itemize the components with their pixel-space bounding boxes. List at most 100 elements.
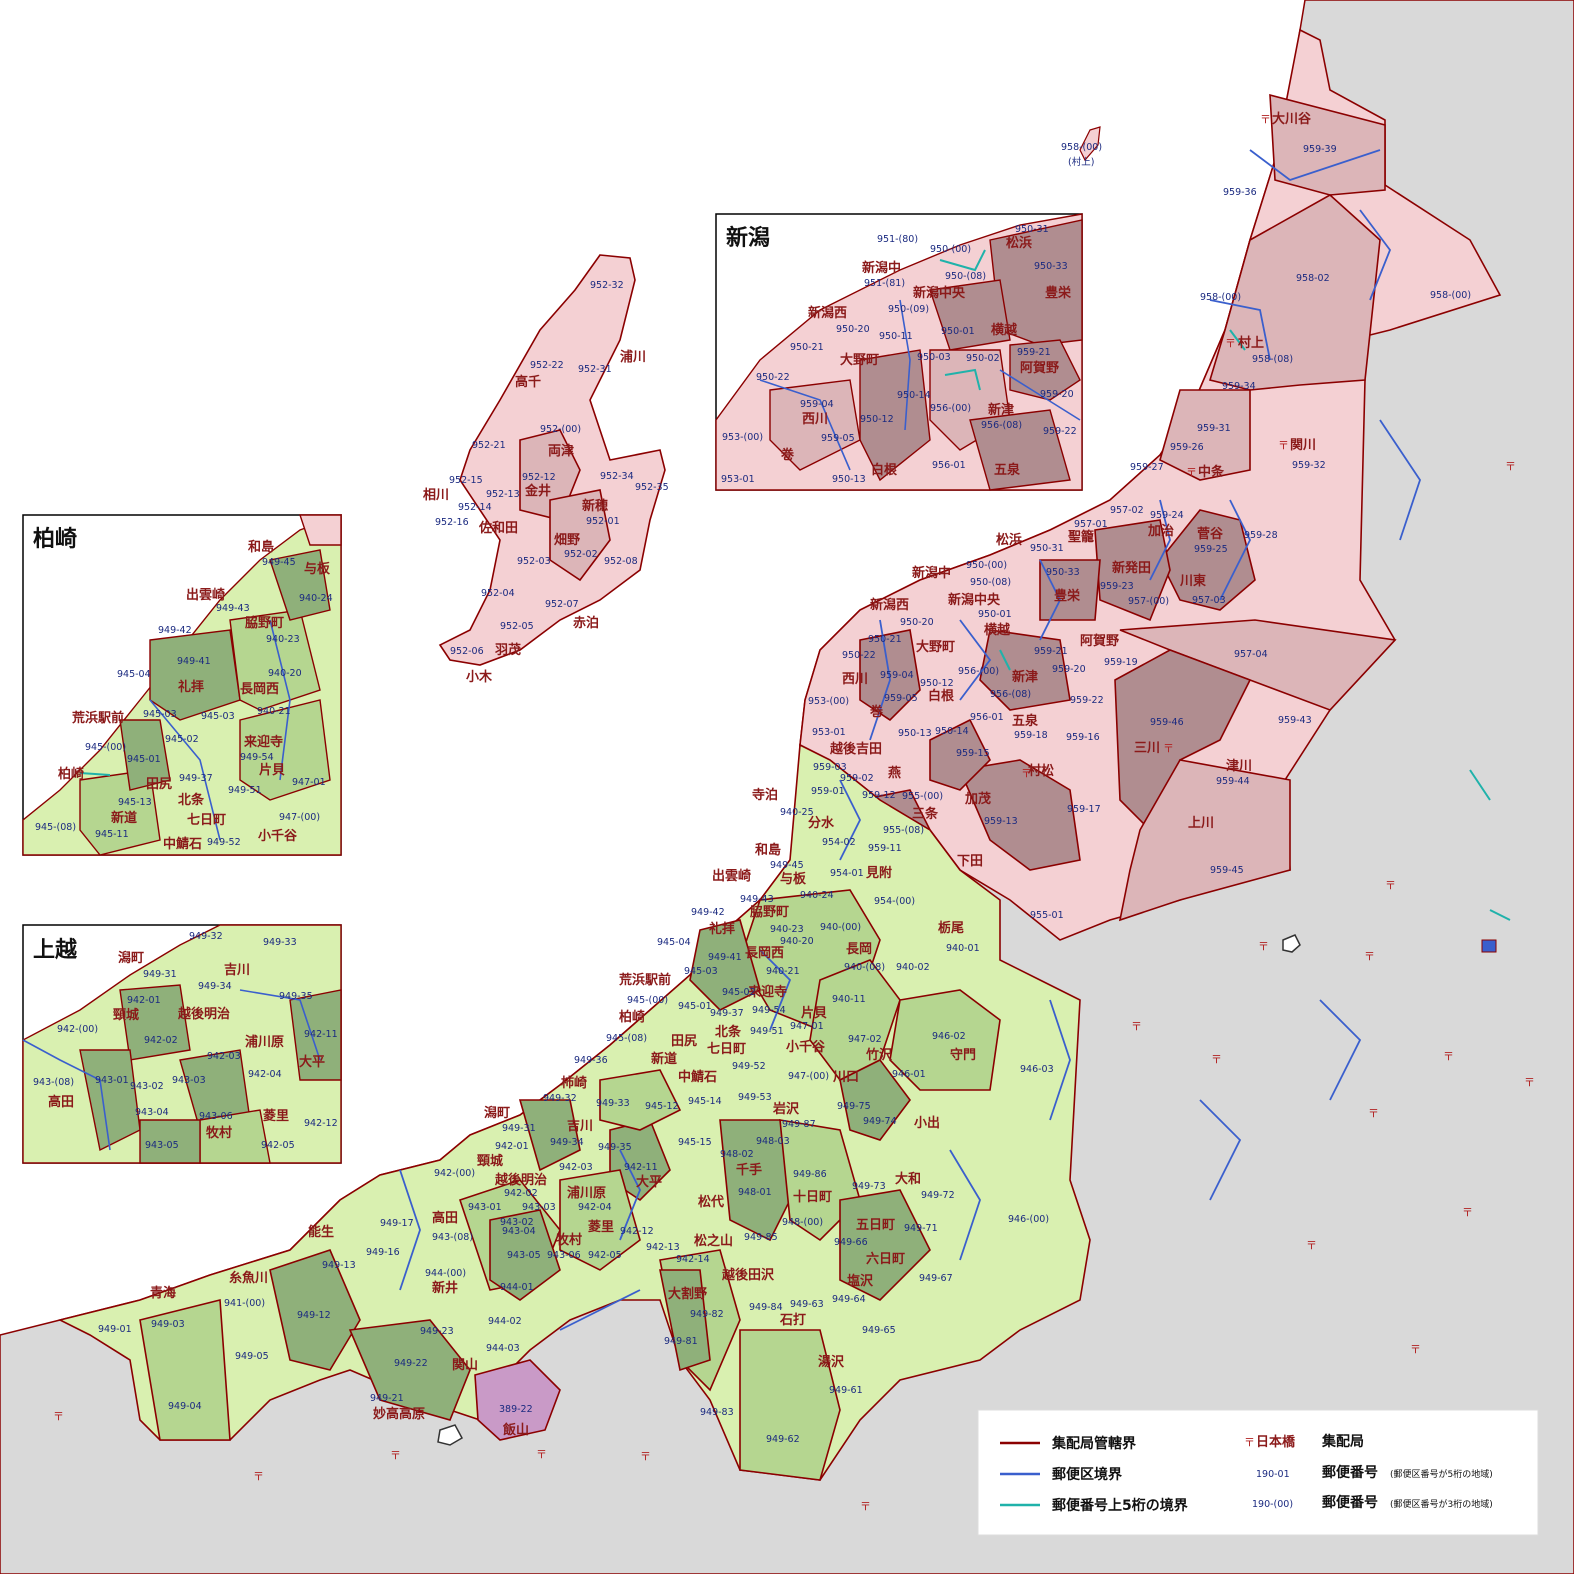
office-label: 中鯖石 — [678, 1069, 717, 1085]
office-label: 浦川原 — [567, 1185, 606, 1201]
office-label: 新穂 — [582, 498, 608, 514]
postal-code-label: 949-17 — [380, 1218, 414, 1229]
postal-code-label: 942-04 — [578, 1202, 612, 1213]
postal-code-label: 953-(00) — [722, 432, 763, 443]
postal-code-label: 952-15 — [449, 475, 483, 486]
postal-code-label: 955-01 — [1030, 910, 1064, 921]
postal-code-label: 943-01 — [95, 1075, 129, 1086]
office-label: 栃尾 — [938, 920, 964, 936]
office-label: 出雲崎 — [712, 868, 751, 884]
postal-code-label: 957-04 — [1234, 649, 1268, 660]
postal-code-label: 943-05 — [145, 1140, 179, 1151]
postal-code-label: 958-(00) — [1430, 290, 1471, 301]
postal-code-label: 959-01 — [811, 786, 845, 797]
postal-code-label: 949-83 — [700, 1407, 734, 1418]
office-label: 寺泊 — [752, 787, 778, 803]
postal-code-label: 946-02 — [932, 1031, 966, 1042]
postal-code-label: 942-04 — [248, 1069, 282, 1080]
postal-code-label: 946-01 — [892, 1069, 926, 1080]
office-label: 新発田 — [1112, 560, 1151, 576]
office-label: 能生 — [308, 1224, 334, 1240]
main-office-labels: 大川谷 村上 関川 中条 加治 菅谷 川東 新発田 豊栄 松浜 聖籠 新潟中 新… — [150, 111, 1316, 1438]
office-label: 石打 — [779, 1312, 806, 1328]
postal-code-label: 959-34 — [1222, 381, 1256, 392]
postal-code-label: 949-87 — [782, 1119, 816, 1130]
postal-code-label: 959-05 — [884, 693, 918, 704]
postal-code-label: 948-01 — [738, 1187, 772, 1198]
postal-code-label: 959-36 — [1223, 187, 1257, 198]
postal-code-label: 950-02 — [966, 353, 1000, 364]
office-label: 柿崎 — [561, 1075, 587, 1091]
postal-code-label: 943-01 — [468, 1202, 502, 1213]
postal-code-label: 945-12 — [645, 1101, 679, 1112]
lake-feature — [437, 1424, 464, 1446]
postal-code-label: 949-37 — [710, 1008, 744, 1019]
postal-code-label: 947-01 — [292, 777, 326, 788]
postal-code-label: 942-(00) — [434, 1168, 475, 1179]
post-mark-icon: 〒 — [1186, 466, 1197, 479]
postal-code-label: 943-02 — [130, 1081, 164, 1092]
office-label: 牧村 — [206, 1125, 232, 1141]
postal-code-label: 940-25 — [780, 807, 814, 818]
office-label: 潟町 — [484, 1105, 510, 1121]
postal-code-label: 949-81 — [664, 1336, 698, 1347]
office-label: 片貝 — [259, 762, 285, 778]
post-mark-icon: 〒 — [1021, 767, 1032, 780]
postal-code-label: 945-03 — [143, 709, 177, 720]
office-label: 竹沢 — [865, 1047, 893, 1063]
postal-code-label: 949-36 — [574, 1055, 608, 1066]
postal-code-label: 940-20 — [780, 936, 814, 947]
postal-code-label: 959-28 — [1244, 530, 1278, 541]
office-label: 牧村 — [556, 1232, 582, 1248]
postal-code-label: 959-22 — [1070, 695, 1104, 706]
office-label: 妙高高原 — [373, 1406, 425, 1422]
office-label: 七日町 — [707, 1042, 746, 1057]
post-mark-icon: 〒 — [1260, 113, 1271, 126]
postal-code-label: 949-01 — [98, 1324, 132, 1335]
office-label: 菱里 — [263, 1108, 289, 1124]
postal-code-label: 945-(00) — [627, 995, 668, 1006]
postal-code-label: 954-(00) — [874, 896, 915, 907]
postal-code-label: 949-51 — [228, 785, 262, 796]
office-label: 片貝 — [801, 1005, 827, 1021]
postal-code-label: 952-14 — [458, 502, 492, 513]
postal-code-label: 947-01 — [790, 1021, 824, 1032]
office-label: 新道 — [651, 1051, 677, 1067]
office-label: 大平 — [299, 1054, 325, 1070]
postal-code-label: 959-04 — [800, 399, 834, 410]
postal-code-label: 950-(09) — [888, 304, 929, 315]
postal-code-label: 946-03 — [1020, 1064, 1054, 1075]
postal-code-label: 945-(08) — [35, 822, 76, 833]
office-label: 上川 — [1188, 816, 1214, 831]
postal-code-label: 949-34 — [198, 981, 232, 992]
postal-code-label: 950-20 — [900, 617, 934, 628]
office-label: 加治 — [1147, 523, 1174, 539]
postal-code-label: 948-02 — [720, 1149, 754, 1160]
office-label: 新津 — [988, 402, 1014, 418]
postal-code-label: 949-22 — [394, 1358, 428, 1369]
post-mark-icon: 〒 — [1443, 1050, 1454, 1063]
postal-code-label: 959-32 — [1292, 460, 1326, 471]
postal-code-label: 952-06 — [450, 646, 484, 657]
postal-code-label: 949-45 — [262, 557, 296, 568]
office-label: 阿賀野 — [1080, 633, 1119, 649]
office-label: 礼拝 — [709, 921, 735, 937]
postal-code-label: 949-41 — [177, 656, 211, 667]
postal-code-label: 943-05 — [507, 1250, 541, 1261]
postal-code-label: 945-13 — [118, 797, 152, 808]
postal-code-label: 949-52 — [207, 837, 241, 848]
postal-code-label: 959-05 — [821, 433, 855, 444]
post-mark-icon: 〒 — [1306, 1239, 1317, 1252]
legend-office-label: 集配局 — [1321, 1433, 1364, 1450]
postal-code-label: 949-85 — [744, 1232, 778, 1243]
postal-code-label: 945-01 — [678, 1001, 712, 1012]
office-label: 越後田沢 — [721, 1267, 775, 1283]
office-label: 金井 — [524, 483, 551, 499]
postal-code-label: 940-21 — [766, 966, 800, 977]
postal-code-label: 952-03 — [517, 556, 551, 567]
office-label: 北条 — [715, 1024, 742, 1040]
postal-code-label: 952-16 — [435, 517, 469, 528]
postal-code-label: 949-74 — [863, 1116, 897, 1127]
postal-code-label: 942-02 — [144, 1035, 178, 1046]
